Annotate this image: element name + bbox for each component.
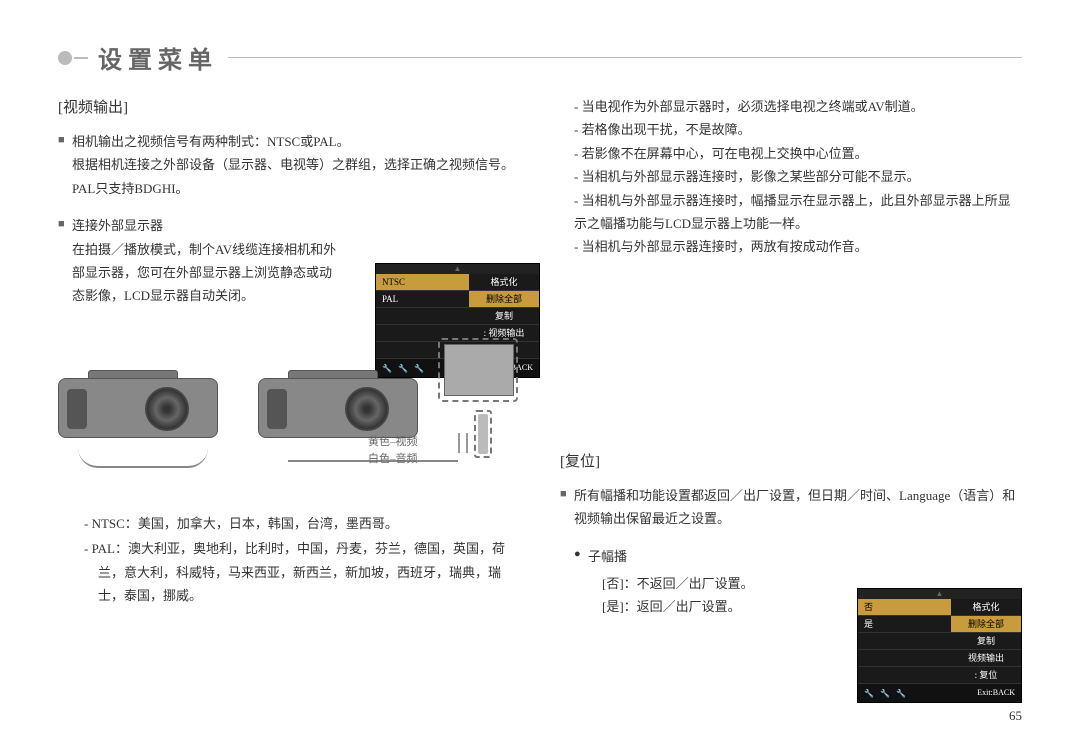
left-column: [视频输出] ■ 相机输出之视频信号有两种制式：NTSC或PAL。 根据相机连接… (58, 95, 520, 619)
bullet-icon: ■ (58, 214, 72, 235)
menu-rr4r: 视频输出 (951, 650, 1021, 666)
camera-grip (67, 389, 87, 429)
reset-heading: [复位] (560, 449, 1022, 476)
note-3: - 若影像不在屏幕中心，可在电视上交换中心位置。 (574, 142, 1022, 165)
camera-body (58, 378, 218, 438)
right-column: - 当电视作为外部显示器时，必须选择电视之终端或AV制道。 - 若格像出现干扰，… (560, 95, 1022, 619)
notes-list: - 当电视作为外部显示器时，必须选择电视之终端或AV制道。 - 若格像出现干扰，… (574, 95, 1022, 259)
p2: 连接外部显示器 (72, 218, 163, 233)
ntsc-regions: - NTSC：美国，加拿大，日本，韩国，台湾，墨西哥。 (84, 512, 520, 535)
remote-illustration (474, 410, 492, 458)
p1: 相机输出之视频信号有两种制式：NTSC或PAL。 (72, 134, 350, 149)
region-list: - NTSC：美国，加拿大，日本，韩国，台湾，墨西哥。 - PAL：澳大利亚，奥… (84, 512, 520, 608)
title-ornament-line (74, 57, 88, 59)
menu-r2r: 删除全部 (469, 291, 539, 307)
camera-grip (267, 389, 287, 429)
menu-pal-label: PAL (376, 291, 469, 307)
cable-1 (78, 448, 208, 468)
bullet-icon: ■ (58, 130, 72, 151)
title-rule (228, 57, 1022, 58)
menu-rr2r: 删除全部 (951, 616, 1021, 632)
remote-inner (478, 414, 488, 454)
menu-ntsc-label: NTSC (376, 274, 469, 290)
menu-caret-up: ▲ (858, 589, 1021, 599)
submenu-head-row: ● 子幅播 (574, 545, 1022, 568)
camera-lens (145, 387, 189, 431)
diagram-label-white-audio: 白色–音频 (368, 450, 418, 470)
menu-footer: 🔧🔧🔧 Exit:BACK (858, 684, 1021, 702)
tv-inner (444, 344, 514, 396)
menu-rr5r: : 复位 (951, 667, 1021, 683)
title-ornament-circle (58, 51, 72, 65)
camera-illustration-1 (58, 378, 238, 448)
title-bar: 设置菜单 (58, 40, 1022, 75)
note-4: - 当相机与外部显示器连接时，影像之某些部分可能不显示。 (574, 165, 1022, 188)
connection-diagram: 黄色–视频 白色–音频 (58, 338, 520, 488)
menu-no-label: 否 (858, 599, 951, 615)
menu-row: 复制 (858, 633, 1021, 650)
ntsc-text: 美国，加拿大，日本，韩国，台湾，墨西哥。 (138, 516, 398, 531)
menu-r1r: 格式化 (469, 274, 539, 290)
menu-row: 复制 (376, 308, 539, 325)
reset-bullet: ■ 所有幅播和功能设置都返回／出厂设置，但日期／时间、Language（语言）和… (560, 484, 1022, 531)
ntsc-label: - NTSC： (84, 516, 138, 531)
camera-body (258, 378, 418, 438)
note-6: - 当相机与外部显示器连接时，两放有按成动作音。 (574, 235, 1022, 258)
bullet-icon: ■ (560, 484, 574, 505)
menu-row-pal: PAL 删除全部 (376, 291, 539, 308)
manual-page: 设置菜单 [视频输出] ■ 相机输出之视频信号有两种制式：NTSC或PAL。 根… (0, 0, 1080, 746)
menu-rr3r: 复制 (951, 633, 1021, 649)
camera-lens (345, 387, 389, 431)
pal-label: - PAL： (84, 541, 128, 556)
pal-text: 澳大利亚，奥地利，比利时，中国，丹麦，芬兰，德国，英国，荷兰，意大利，科威特，马… (98, 541, 505, 603)
connector-a (466, 433, 468, 453)
menu-row: 视频输出 (858, 650, 1021, 667)
bullet-dot-icon: ● (574, 545, 588, 568)
p2b: 在拍摄／播放模式，制个AV线缆连接相机和外部显示器，您可在外部显示器上浏览静态或… (72, 238, 342, 308)
menu-row-yes: 是 删除全部 (858, 616, 1021, 633)
note-1: - 当电视作为外部显示器时，必须选择电视之终端或AV制道。 (574, 95, 1022, 118)
note-5: - 当相机与外部显示器连接时，幅播显示在显示器上，此且外部显示器上所显示之幅播功… (574, 189, 1022, 236)
submenu-head: 子幅播 (588, 545, 627, 568)
page-number: 65 (1009, 708, 1022, 724)
note-2: - 若格像出现干扰，不是故障。 (574, 118, 1022, 141)
menu-yes-label: 是 (858, 616, 951, 632)
pal-regions: - PAL：澳大利亚，奥地利，比利时，中国，丹麦，芬兰，德国，英国，荷兰，意大利… (84, 537, 520, 607)
bullet-1-text: 相机输出之视频信号有两种制式：NTSC或PAL。 根据相机连接之外部设备（显示器… (72, 130, 520, 200)
page-title: 设置菜单 (98, 40, 218, 75)
p1b: 根据相机连接之外部设备（显示器、电视等）之群组，选择正确之视频信号。PAL只支持… (72, 157, 514, 195)
menu-row: : 复位 (858, 667, 1021, 684)
connector-v (458, 433, 460, 453)
reset-text: 所有幅播和功能设置都返回／出厂设置，但日期／时间、Language（语言）和视频… (574, 484, 1022, 531)
menu-row-ntsc: NTSC 格式化 (376, 274, 539, 291)
menu-exit-label: Exit:BACK (977, 686, 1015, 700)
content-columns: [视频输出] ■ 相机输出之视频信号有两种制式：NTSC或PAL。 根据相机连接… (58, 95, 1022, 619)
menu-row-no: 否 格式化 (858, 599, 1021, 616)
tv-illustration (438, 338, 518, 402)
video-output-heading: [视频输出] (58, 95, 520, 122)
menu-caret-up: ▲ (376, 264, 539, 274)
menu-mode-icons: 🔧🔧🔧 (864, 687, 908, 699)
menu-rr1r: 格式化 (951, 599, 1021, 615)
bullet-1: ■ 相机输出之视频信号有两种制式：NTSC或PAL。 根据相机连接之外部设备（显… (58, 130, 520, 200)
camera-menu-reset: ▲ 否 格式化 是 删除全部 复制 视频输出 : 复位 🔧🔧🔧 Exit:BAC… (857, 588, 1022, 703)
menu-r3r: 复制 (469, 308, 539, 324)
